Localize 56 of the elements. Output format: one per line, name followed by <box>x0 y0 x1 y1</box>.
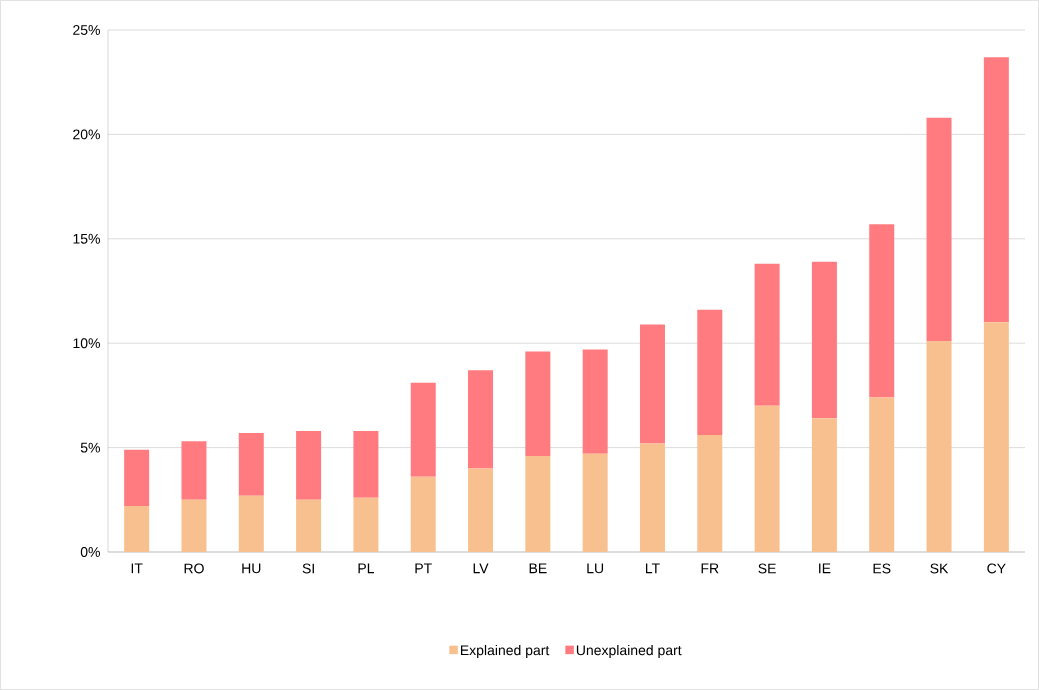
x-tick-label: SK <box>930 563 949 574</box>
x-tick-label: HU <box>242 563 261 574</box>
bar <box>926 341 952 552</box>
y-tick-label: 25% <box>73 25 100 35</box>
bar <box>639 443 665 552</box>
x-tick-label: SE <box>758 563 776 574</box>
bar <box>754 405 780 552</box>
bar <box>124 506 150 552</box>
bar <box>754 263 780 406</box>
bar <box>811 418 837 552</box>
bar <box>410 476 436 552</box>
bar <box>869 397 895 552</box>
x-tick-label: IT <box>131 563 143 574</box>
x-tick-label: PT <box>415 563 432 574</box>
y-tick-label: 15% <box>73 233 100 244</box>
bar <box>468 468 494 552</box>
y-tick-label: 5% <box>80 442 100 453</box>
legend-label: Unexplained part <box>576 644 682 658</box>
y-tick-label: 20% <box>73 129 100 140</box>
bar <box>238 432 264 496</box>
x-tick-label: IE <box>819 563 831 574</box>
bar <box>869 224 895 398</box>
bar <box>525 455 551 552</box>
x-tick-label: LT <box>645 563 660 574</box>
bar <box>296 499 322 552</box>
x-tick-label: SI <box>302 563 314 574</box>
bar <box>468 370 494 469</box>
bar <box>296 430 322 500</box>
x-tick-label: ES <box>873 563 891 574</box>
bar <box>238 495 264 552</box>
bar <box>983 57 1009 323</box>
bar <box>181 441 207 500</box>
bar <box>181 499 207 552</box>
bar <box>697 309 723 436</box>
bar <box>582 453 608 552</box>
x-tick-label: CY <box>987 563 1006 574</box>
x-tick-label: FR <box>701 563 719 574</box>
x-tick-label: BE <box>529 563 547 574</box>
x-tick-label: LV <box>473 563 489 574</box>
bar <box>353 430 379 498</box>
x-tick-label: RO <box>184 563 204 574</box>
bar <box>353 497 379 552</box>
y-tick-label: 10% <box>73 338 100 349</box>
x-tick-label: LU <box>587 563 604 574</box>
bar <box>983 322 1009 552</box>
bar <box>639 324 665 444</box>
bar <box>926 117 952 342</box>
bar <box>525 351 551 456</box>
y-tick-label: 0% <box>80 547 100 557</box>
legend-label: Explained part <box>460 644 550 658</box>
bar <box>410 382 436 477</box>
bar <box>811 261 837 419</box>
bar <box>124 449 150 507</box>
bar <box>697 435 723 552</box>
bar <box>582 349 608 454</box>
x-tick-label: PL <box>358 563 375 574</box>
